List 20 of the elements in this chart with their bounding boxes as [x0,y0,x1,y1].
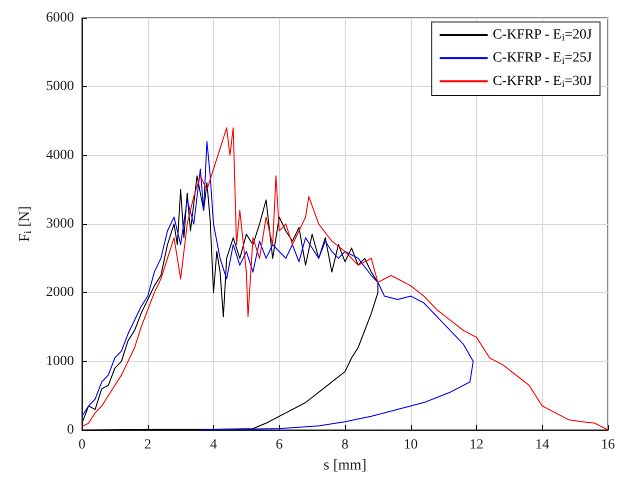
line-series [82,175,378,430]
x-tick-label: 2 [144,438,152,452]
line-series [82,141,474,430]
y-tick-label: 0 [67,422,74,438]
x-tick-label: 12 [470,438,484,452]
y-tick-label: 2000 [46,285,74,300]
x-tick-label: 10 [404,438,418,452]
y-tick-label: 1000 [46,354,74,369]
y-tick-label: 4000 [46,148,74,163]
y-tick-label: 3000 [46,216,74,232]
y-tick-label: 6000 [46,10,74,26]
x-tick-label: 0 [78,438,86,452]
x-tick-label: 14 [535,438,550,452]
x-axis-title: s [mm] [324,458,366,474]
y-axis-title: Fi [N] [17,206,34,242]
x-tick-label: 8 [342,438,348,452]
x-tick-label: 6 [276,438,283,452]
x-tick-label: 4 [210,438,217,452]
x-tick-label: 16 [601,438,615,452]
y-tick-label: 5000 [46,79,74,94]
